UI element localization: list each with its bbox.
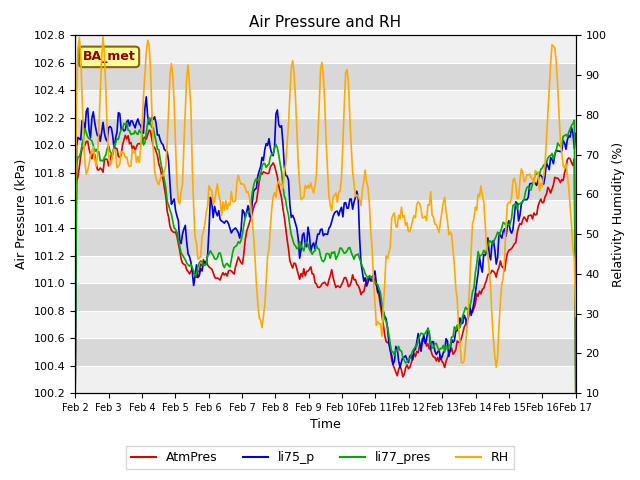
AtmPres <box>292 261 300 267</box>
Bar <box>75 118 576 145</box>
AtmPres <box>247 215 255 221</box>
Line: li75_p: li75_p <box>75 97 576 393</box>
RH <box>71 217 79 223</box>
Text: BA_met: BA_met <box>83 50 136 63</box>
li75_p <box>292 220 300 226</box>
RH <box>572 314 580 320</box>
Line: AtmPres: AtmPres <box>75 130 576 393</box>
Title: Air Pressure and RH: Air Pressure and RH <box>250 15 401 30</box>
li77_pres <box>247 202 255 208</box>
AtmPres <box>222 270 230 276</box>
Bar <box>75 145 576 173</box>
Bar <box>75 366 576 393</box>
Line: li77_pres: li77_pres <box>75 118 576 393</box>
Bar <box>75 63 576 90</box>
RH <box>292 94 300 100</box>
X-axis label: Time: Time <box>310 419 341 432</box>
Bar <box>75 173 576 201</box>
li75_p <box>71 390 79 396</box>
RH <box>547 60 554 66</box>
li75_p <box>572 131 580 136</box>
RH <box>239 181 246 187</box>
Bar <box>75 338 576 366</box>
li75_p <box>132 120 140 125</box>
li77_pres <box>572 390 580 396</box>
li77_pres <box>132 131 140 136</box>
li77_pres <box>545 153 553 159</box>
RH <box>247 204 255 210</box>
li75_p <box>545 167 553 172</box>
li77_pres <box>292 243 300 249</box>
Bar <box>75 201 576 228</box>
AtmPres <box>572 390 580 396</box>
AtmPres <box>145 127 153 133</box>
AtmPres <box>545 187 553 192</box>
li77_pres <box>71 390 79 396</box>
Bar <box>75 36 576 63</box>
Y-axis label: Relativity Humidity (%): Relativity Humidity (%) <box>612 142 625 287</box>
RH <box>99 34 107 39</box>
li75_p <box>143 94 150 100</box>
Bar <box>75 283 576 311</box>
RH <box>222 198 230 204</box>
AtmPres <box>239 261 246 267</box>
Y-axis label: Air Pressure (kPa): Air Pressure (kPa) <box>15 159 28 269</box>
AtmPres <box>71 390 79 396</box>
Bar <box>75 255 576 283</box>
li77_pres <box>222 262 230 267</box>
AtmPres <box>132 144 140 149</box>
RH <box>492 364 500 370</box>
Line: RH: RH <box>75 36 576 367</box>
Legend: AtmPres, li75_p, li77_pres, RH: AtmPres, li75_p, li77_pres, RH <box>126 446 514 469</box>
li75_p <box>239 207 246 213</box>
Bar <box>75 228 576 255</box>
RH <box>134 154 141 159</box>
li75_p <box>247 215 255 220</box>
li77_pres <box>145 115 153 120</box>
Bar <box>75 90 576 118</box>
li77_pres <box>239 231 246 237</box>
Bar <box>75 311 576 338</box>
li75_p <box>222 218 230 224</box>
